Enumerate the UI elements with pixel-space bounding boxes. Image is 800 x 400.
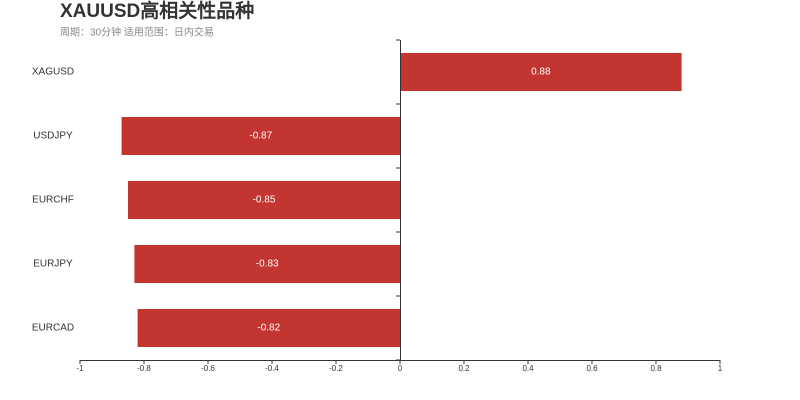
bar: [134, 245, 400, 283]
bar: [128, 181, 400, 219]
value-label: -0.82: [257, 323, 280, 334]
x-tick-label: -0.6: [201, 364, 215, 373]
x-tick-label: 0.2: [458, 364, 470, 373]
chart-subtitle: 周期：30分钟 适用范围：日内交易: [60, 26, 214, 39]
x-tick-label: 0: [398, 364, 403, 373]
x-tick-label: 1: [718, 364, 723, 373]
x-tick-label: -1: [76, 364, 84, 373]
x-tick-label: 0.8: [650, 364, 662, 373]
category-label: USDJPY: [33, 131, 73, 142]
bar: [400, 53, 682, 91]
chart-title: XAUUSD高相关性品种: [60, 0, 254, 22]
value-label: 0.88: [531, 67, 551, 78]
x-tick-label: 0.6: [586, 364, 598, 373]
value-label: -0.83: [256, 259, 279, 270]
value-label: -0.87: [249, 131, 272, 142]
x-tick-label: -0.4: [265, 364, 279, 373]
bar: [121, 117, 400, 155]
bar: [137, 309, 400, 347]
x-tick-label: -0.8: [137, 364, 151, 373]
category-label: EURCHF: [32, 195, 74, 206]
x-tick-label: -0.2: [329, 364, 343, 373]
category-label: EURCAD: [32, 323, 74, 334]
category-label: EURJPY: [33, 259, 73, 270]
value-label: -0.85: [253, 195, 276, 206]
x-tick-label: 0.4: [522, 364, 534, 373]
category-label: XAGUSD: [32, 67, 74, 78]
